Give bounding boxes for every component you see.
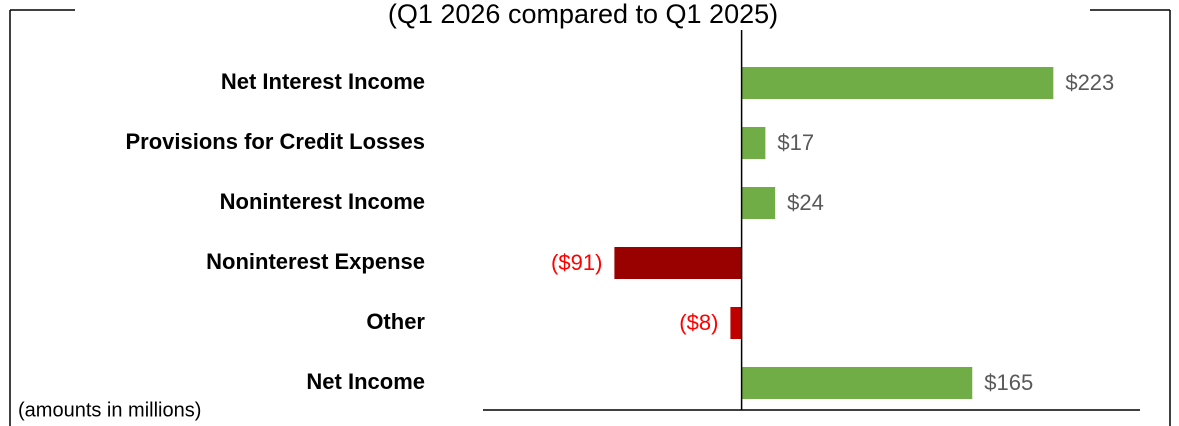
- bar: [741, 367, 973, 399]
- value-label: $165: [984, 370, 1033, 395]
- category-label: Noninterest Income: [220, 189, 425, 214]
- value-label: $223: [1065, 70, 1114, 95]
- bar: [741, 187, 776, 219]
- value-label: $17: [777, 130, 814, 155]
- category-label: Noninterest Expense: [206, 249, 425, 274]
- bar: [741, 127, 766, 159]
- category-label: Other: [366, 309, 425, 334]
- note: (amounts in millions): [18, 399, 201, 421]
- category-label: Provisions for Credit Losses: [125, 129, 425, 154]
- category-label: Net Income: [306, 369, 425, 394]
- bar: [730, 307, 742, 339]
- value-label: ($91): [551, 250, 602, 275]
- value-label: $24: [787, 190, 824, 215]
- category-label: Net Interest Income: [221, 69, 425, 94]
- bar: [614, 247, 742, 279]
- chart-title: (Q1 2026 compared to Q1 2025): [388, 0, 778, 29]
- value-label: ($8): [679, 310, 718, 335]
- bar: [741, 67, 1054, 99]
